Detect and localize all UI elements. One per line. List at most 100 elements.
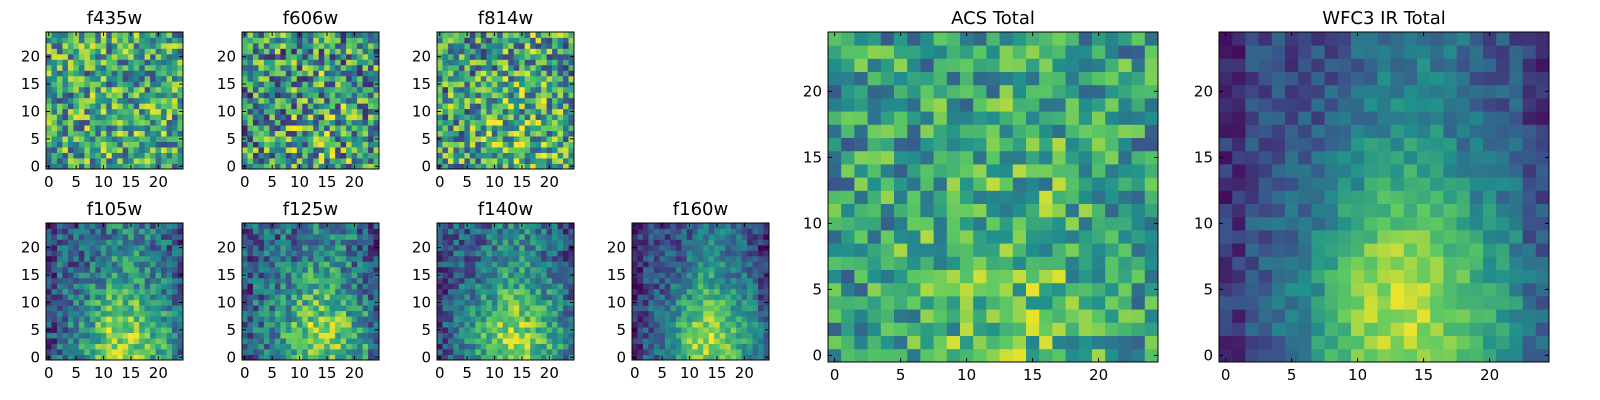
heatmap-cell	[285, 244, 292, 251]
heatmap-cell	[469, 37, 476, 44]
heatmap-cell	[285, 53, 292, 60]
heatmap-cell	[340, 163, 347, 170]
heatmap-cell	[263, 272, 270, 279]
heatmap-cell	[999, 322, 1014, 336]
heatmap-cell	[117, 136, 124, 142]
heatmap-cell	[664, 255, 671, 262]
heatmap-cell	[247, 354, 254, 361]
heatmap-cell	[95, 163, 102, 170]
heatmap-cell	[247, 75, 254, 82]
heatmap-cell	[51, 354, 58, 361]
heatmap-cell	[1078, 164, 1093, 178]
heatmap-cell	[841, 243, 855, 257]
heatmap-cells-f125w	[242, 223, 380, 361]
heatmap-cell	[324, 338, 331, 344]
heatmap-cell	[1092, 216, 1106, 231]
heatmap-cell	[880, 296, 895, 310]
heatmap-cell	[78, 305, 85, 312]
heatmap-cell	[741, 305, 748, 312]
heatmap-cell	[335, 228, 342, 235]
heatmap-cell	[664, 266, 671, 273]
heatmap-cell	[335, 272, 342, 279]
heatmap-cell	[486, 136, 493, 142]
heatmap-cell	[67, 294, 74, 301]
heatmap-cell	[880, 256, 895, 270]
heatmap-cell	[296, 53, 303, 60]
heatmap-cell	[172, 310, 178, 317]
heatmap-cell	[128, 316, 135, 323]
heatmap-cell	[752, 310, 759, 317]
heatmap-cell	[46, 141, 52, 148]
heatmap-cell	[563, 288, 569, 295]
heatmap-cell	[368, 42, 374, 49]
heatmap-cell	[280, 283, 287, 290]
heatmap-cell	[46, 64, 52, 71]
heatmap-cell	[242, 349, 248, 355]
heatmap-cell	[263, 92, 270, 99]
heatmap-cell	[313, 239, 320, 246]
heatmap-cell	[242, 343, 248, 350]
heatmap-cell	[161, 310, 167, 317]
heatmap-cell	[447, 81, 454, 88]
heatmap-cell	[313, 92, 320, 99]
heatmap-cell	[670, 327, 677, 333]
heatmap-cell	[67, 48, 74, 55]
heatmap-cell	[139, 75, 146, 82]
heatmap-cell	[563, 316, 569, 323]
heatmap-cell	[258, 119, 265, 126]
heatmap-cell	[719, 223, 726, 229]
heatmap-cell	[475, 354, 482, 361]
heatmap-cell	[1065, 282, 1080, 297]
heatmap-cell	[741, 332, 748, 339]
heatmap-cell	[999, 296, 1014, 310]
heatmap-cell	[519, 119, 526, 126]
heatmap-cell	[56, 37, 63, 44]
heatmap-cell	[632, 266, 638, 273]
heatmap-cell	[458, 86, 465, 93]
heatmap-cell	[675, 316, 682, 323]
heatmap-cell	[437, 103, 443, 110]
heatmap-cell	[535, 163, 542, 170]
heatmap-cell	[296, 255, 303, 262]
heatmap-cell	[442, 321, 449, 328]
heatmap-cell	[508, 108, 515, 115]
heatmap-cell	[703, 266, 710, 273]
heatmap-cell	[546, 81, 553, 88]
heatmap-cell	[335, 136, 342, 142]
heatmap-cell	[497, 152, 504, 159]
heatmap-cell	[1052, 348, 1066, 363]
heatmap-cell	[920, 269, 934, 284]
heatmap-cell	[78, 37, 85, 44]
heatmap-cell	[491, 310, 498, 317]
heatmap-cell	[535, 223, 542, 229]
heatmap-cell	[318, 316, 325, 323]
heatmap-cell	[89, 305, 96, 312]
heatmap-cell	[51, 59, 58, 66]
heatmap-cell	[247, 327, 254, 333]
heatmap-cell	[95, 97, 102, 104]
heatmap-cell	[541, 332, 547, 339]
heatmap-cell	[346, 119, 352, 126]
heatmap-cell	[568, 103, 575, 110]
heatmap-cell	[568, 147, 575, 153]
y-tick-label: 0	[421, 348, 431, 366]
heatmap-cell	[480, 255, 487, 262]
heatmap-cell	[285, 272, 292, 279]
heatmap-cell	[541, 75, 547, 82]
heatmap-cell	[269, 86, 276, 93]
heatmap-cell	[480, 338, 487, 344]
heatmap-cell	[166, 86, 173, 93]
heatmap-cell	[541, 136, 547, 142]
heatmap-cell	[708, 283, 715, 290]
heatmap-cell	[302, 272, 309, 279]
heatmap-cell	[642, 255, 649, 262]
heatmap-cell	[758, 349, 764, 355]
heatmap-cell	[161, 119, 167, 126]
heatmap-cell	[67, 59, 74, 66]
heatmap-cell	[648, 261, 655, 268]
heatmap-cell	[664, 332, 671, 339]
heatmap-cell	[491, 81, 498, 88]
heatmap-cell	[56, 141, 63, 148]
heatmap-cell	[291, 338, 298, 344]
heatmap-cell	[263, 239, 270, 246]
